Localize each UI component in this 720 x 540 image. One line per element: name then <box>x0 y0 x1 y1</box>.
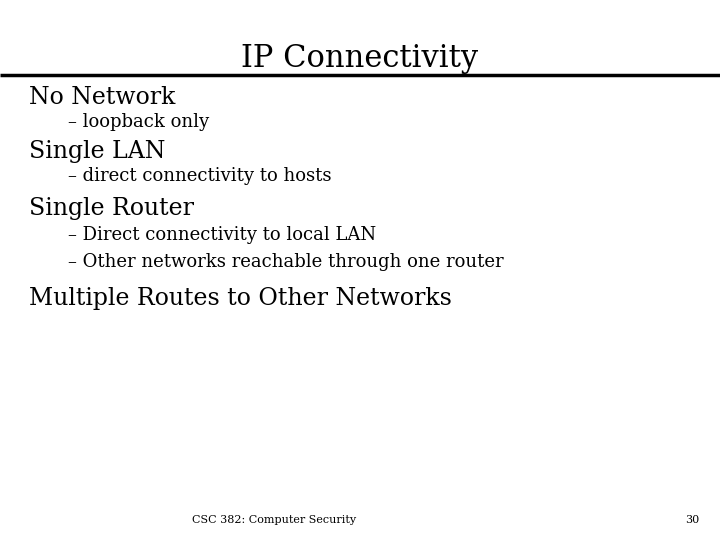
Text: – loopback only: – loopback only <box>68 113 210 131</box>
Text: 30: 30 <box>685 515 700 525</box>
Text: No Network: No Network <box>29 86 175 110</box>
Text: Single LAN: Single LAN <box>29 140 165 164</box>
Text: – Other networks reachable through one router: – Other networks reachable through one r… <box>68 253 504 271</box>
Text: IP Connectivity: IP Connectivity <box>241 43 479 74</box>
Text: Multiple Routes to Other Networks: Multiple Routes to Other Networks <box>29 287 451 310</box>
Text: Single Router: Single Router <box>29 197 194 220</box>
Text: CSC 382: Computer Security: CSC 382: Computer Security <box>192 515 356 525</box>
Text: – Direct connectivity to local LAN: – Direct connectivity to local LAN <box>68 226 377 244</box>
Text: – direct connectivity to hosts: – direct connectivity to hosts <box>68 167 332 185</box>
